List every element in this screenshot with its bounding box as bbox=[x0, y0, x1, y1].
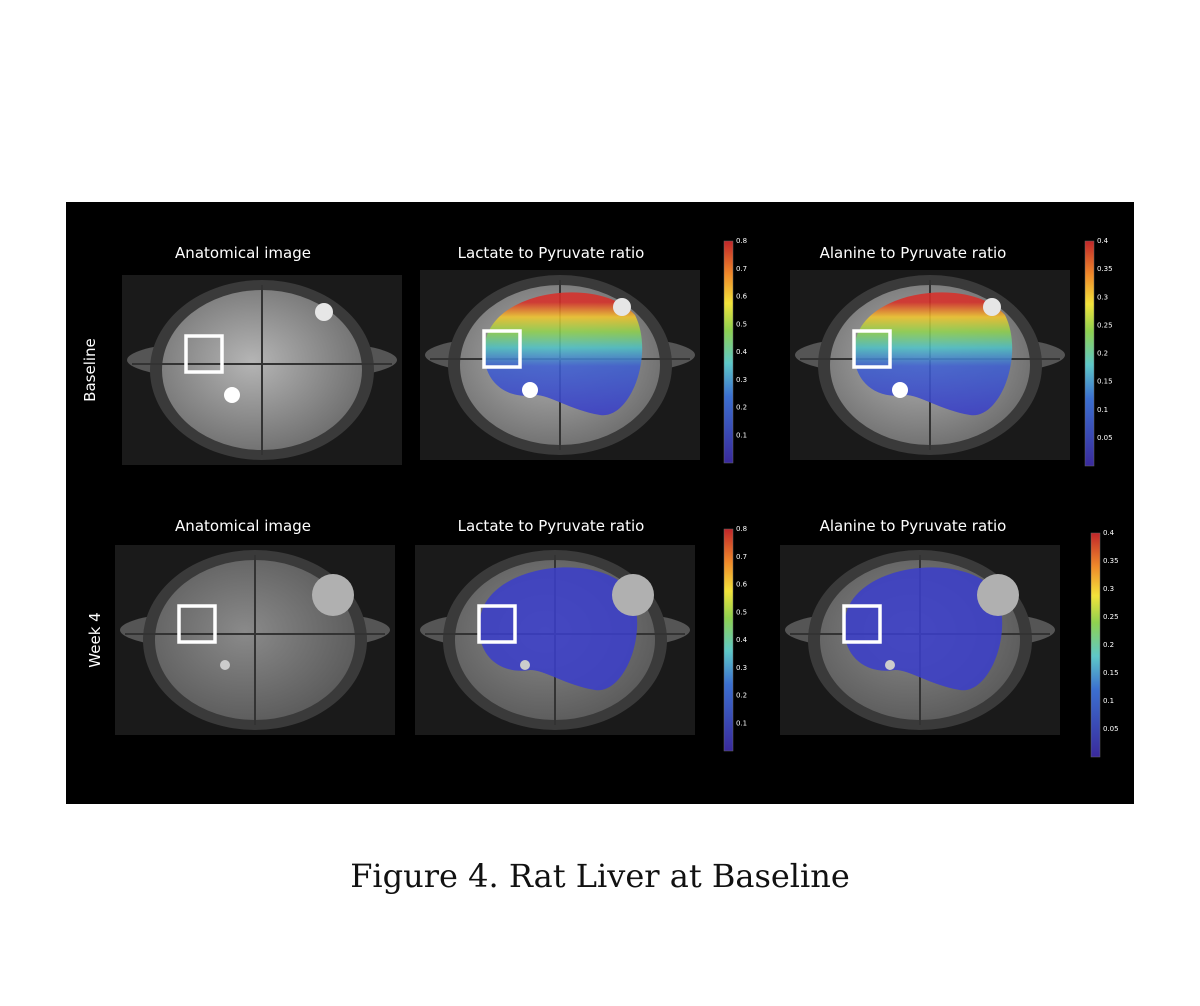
roi-box bbox=[177, 604, 217, 644]
colorbar-tick-label: 0.8 bbox=[736, 525, 747, 533]
colorbar-tick-label: 0.35 bbox=[1097, 265, 1113, 273]
colorbar-tick-label: 0.3 bbox=[1097, 293, 1108, 301]
colorbar-tick-label: 0.25 bbox=[1097, 321, 1113, 329]
colorbar-tick-label: 0.1 bbox=[736, 719, 747, 727]
mri-image bbox=[115, 545, 395, 735]
roi-box bbox=[477, 604, 517, 644]
colorbar bbox=[723, 528, 734, 752]
vessel bbox=[224, 387, 240, 403]
colorbar-tick-label: 0.2 bbox=[736, 692, 747, 700]
colorbar-tick-label: 0.3 bbox=[1103, 585, 1114, 593]
colorbar-tick-label: 0.1 bbox=[1103, 697, 1114, 705]
colorbar-tick-label: 0.6 bbox=[736, 581, 748, 589]
colorbar-tick-label: 0.7 bbox=[736, 553, 747, 561]
panel-title: Anatomical image bbox=[175, 517, 311, 535]
colorbar bbox=[1090, 532, 1101, 758]
mri-image bbox=[415, 545, 695, 735]
mri-image bbox=[780, 545, 1060, 735]
colorbar bbox=[723, 240, 734, 464]
panel-title: Anatomical image bbox=[175, 244, 311, 262]
colorbar-tick-label: 0.4 bbox=[1103, 529, 1115, 537]
colorbar-tick-label: 0.6 bbox=[736, 293, 748, 301]
colorbar-tick-label: 0.15 bbox=[1103, 669, 1119, 677]
panel-title: Lactate to Pyruvate ratio bbox=[458, 244, 645, 262]
colorbar-tick-label: 0.7 bbox=[736, 265, 747, 273]
colorbar-tick-label: 0.4 bbox=[736, 348, 748, 356]
panel-title: Lactate to Pyruvate ratio bbox=[458, 517, 645, 535]
mri-image bbox=[420, 270, 700, 460]
mri-image bbox=[790, 270, 1070, 460]
colorbar-tick-label: 0.5 bbox=[736, 320, 747, 328]
phantom bbox=[315, 303, 333, 321]
phantom bbox=[612, 574, 654, 616]
roi-box bbox=[852, 329, 892, 369]
row-label: Baseline bbox=[81, 338, 99, 402]
roi-box bbox=[184, 334, 224, 374]
colorbar-tick-label: 0.5 bbox=[736, 608, 747, 616]
panel-title: Alanine to Pyruvate ratio bbox=[820, 244, 1007, 262]
colorbar-tick-label: 0.8 bbox=[736, 237, 747, 245]
colorbar-tick-label: 0.1 bbox=[1097, 406, 1108, 414]
row-label: Week 4 bbox=[86, 612, 104, 667]
phantom bbox=[312, 574, 354, 616]
metabolite-overlay bbox=[484, 292, 643, 416]
colorbar bbox=[1084, 240, 1095, 467]
metabolite-overlay bbox=[479, 567, 638, 691]
panel-title: Alanine to Pyruvate ratio bbox=[820, 517, 1007, 535]
colorbar-tick-label: 0.25 bbox=[1103, 613, 1119, 621]
roi-box bbox=[842, 604, 882, 644]
colorbar-tick-label: 0.2 bbox=[1103, 641, 1114, 649]
colorbar-tick-label: 0.05 bbox=[1097, 434, 1113, 442]
vessel bbox=[522, 382, 538, 398]
metabolite-overlay bbox=[844, 567, 1003, 691]
metabolite-overlay bbox=[854, 292, 1013, 416]
phantom bbox=[983, 298, 1001, 316]
colorbar-tick-label: 0.3 bbox=[736, 664, 747, 672]
colorbar-tick-label: 0.35 bbox=[1103, 557, 1119, 565]
colorbar-tick-label: 0.4 bbox=[736, 636, 748, 644]
colorbar-tick-label: 0.2 bbox=[736, 404, 747, 412]
colorbar-tick-label: 0.15 bbox=[1097, 378, 1113, 386]
vessel bbox=[520, 660, 530, 670]
vessel bbox=[892, 382, 908, 398]
colorbar-tick-label: 0.4 bbox=[1097, 237, 1109, 245]
phantom bbox=[613, 298, 631, 316]
vessel bbox=[885, 660, 895, 670]
roi-box bbox=[482, 329, 522, 369]
colorbar-tick-label: 0.1 bbox=[736, 431, 747, 439]
colorbar-tick-label: 0.05 bbox=[1103, 725, 1119, 733]
vessel bbox=[220, 660, 230, 670]
caption: Figure 4. Rat Liver at Baseline bbox=[350, 857, 850, 895]
colorbar-tick-label: 0.3 bbox=[736, 376, 747, 384]
colorbar-tick-label: 0.2 bbox=[1097, 350, 1108, 358]
mri-image bbox=[122, 275, 402, 465]
phantom bbox=[977, 574, 1019, 616]
